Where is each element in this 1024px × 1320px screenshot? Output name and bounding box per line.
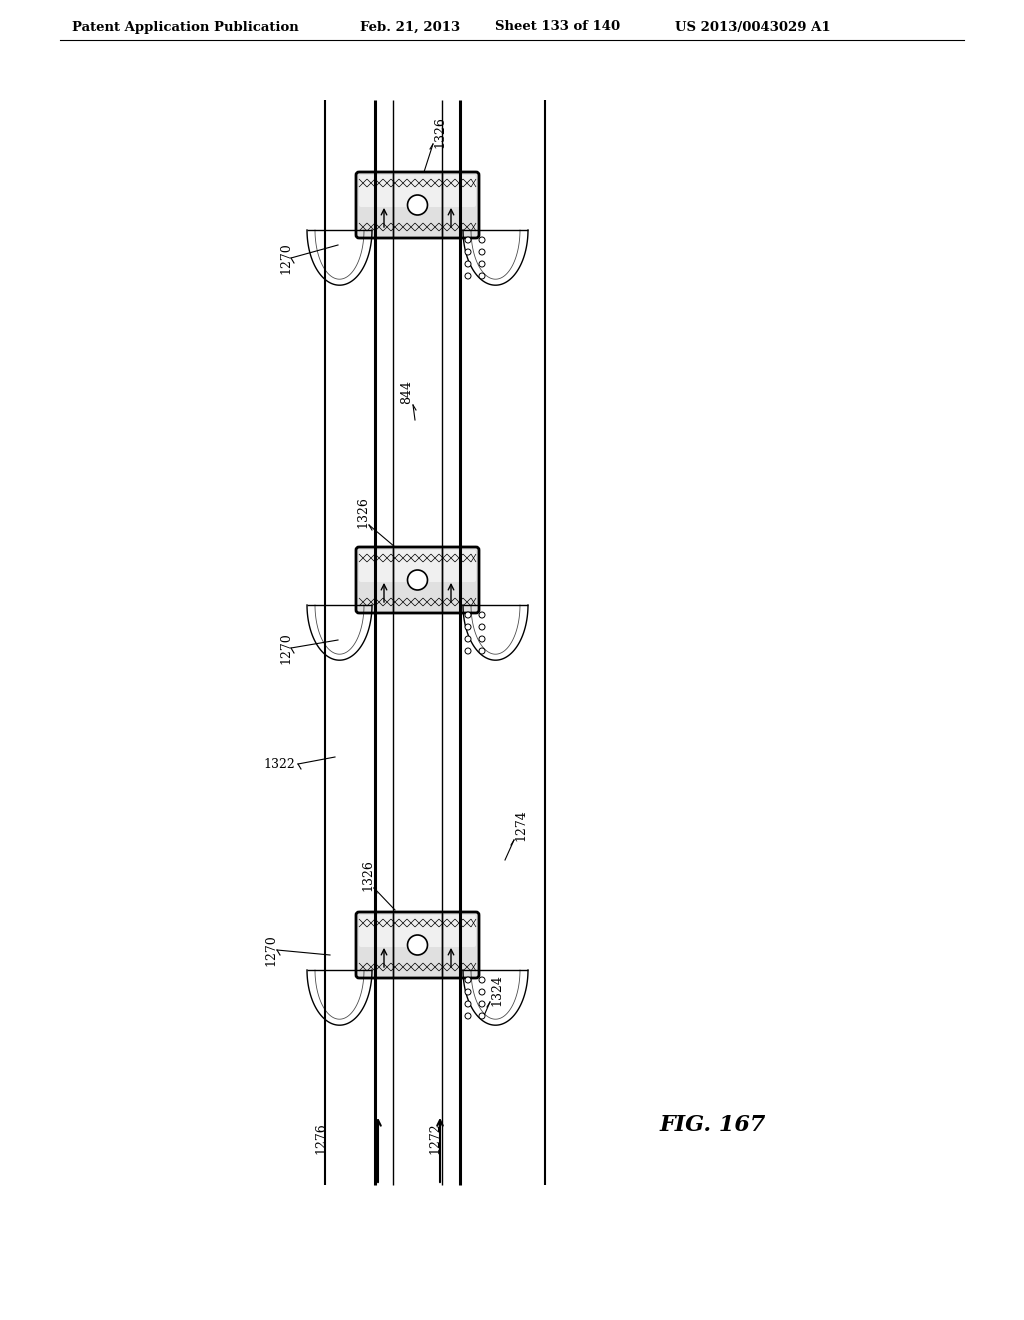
Text: 1270: 1270: [279, 242, 292, 273]
Circle shape: [479, 238, 485, 243]
FancyBboxPatch shape: [359, 176, 476, 207]
FancyBboxPatch shape: [356, 172, 479, 238]
Circle shape: [465, 273, 471, 279]
Circle shape: [479, 1012, 485, 1019]
Circle shape: [479, 249, 485, 255]
FancyBboxPatch shape: [359, 550, 476, 582]
Text: 1326: 1326: [433, 116, 446, 148]
FancyBboxPatch shape: [356, 546, 479, 612]
Circle shape: [465, 648, 471, 653]
Circle shape: [479, 648, 485, 653]
Circle shape: [479, 612, 485, 618]
Circle shape: [465, 612, 471, 618]
Circle shape: [479, 624, 485, 630]
Circle shape: [408, 570, 427, 590]
Text: 1270: 1270: [279, 632, 292, 664]
Circle shape: [465, 977, 471, 983]
Text: 1324: 1324: [490, 974, 503, 1006]
Circle shape: [408, 935, 427, 954]
Circle shape: [465, 989, 471, 995]
Circle shape: [465, 238, 471, 243]
Text: 1326: 1326: [361, 859, 374, 891]
Text: 1322: 1322: [263, 758, 295, 771]
Circle shape: [479, 977, 485, 983]
Circle shape: [479, 1001, 485, 1007]
Text: 1326: 1326: [356, 496, 369, 528]
FancyBboxPatch shape: [356, 912, 479, 978]
Text: Feb. 21, 2013: Feb. 21, 2013: [360, 21, 460, 33]
Text: FIG. 167: FIG. 167: [660, 1114, 766, 1137]
Circle shape: [479, 636, 485, 642]
Text: Sheet 133 of 140: Sheet 133 of 140: [495, 21, 621, 33]
Text: 1274: 1274: [514, 809, 527, 841]
Circle shape: [465, 249, 471, 255]
Text: 1270: 1270: [264, 935, 278, 966]
Circle shape: [408, 195, 427, 215]
Circle shape: [479, 261, 485, 267]
Circle shape: [465, 624, 471, 630]
Circle shape: [465, 1012, 471, 1019]
Circle shape: [479, 989, 485, 995]
FancyBboxPatch shape: [359, 915, 476, 946]
Circle shape: [465, 1001, 471, 1007]
Text: 1272: 1272: [428, 1122, 441, 1154]
Text: Patent Application Publication: Patent Application Publication: [72, 21, 299, 33]
Text: 1276: 1276: [314, 1122, 327, 1154]
Text: 844: 844: [400, 380, 413, 404]
Text: US 2013/0043029 A1: US 2013/0043029 A1: [675, 21, 830, 33]
Circle shape: [479, 273, 485, 279]
Circle shape: [465, 261, 471, 267]
Circle shape: [465, 636, 471, 642]
